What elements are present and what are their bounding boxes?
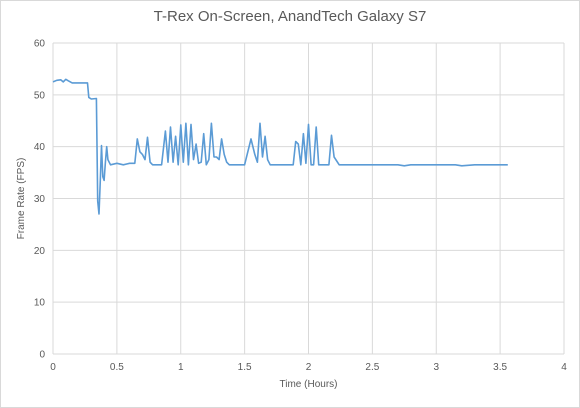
y-tick-label: 20 [34, 246, 46, 257]
y-tick-label: 50 [34, 90, 46, 101]
x-tick-label: 1.5 [238, 362, 252, 373]
x-tick-label: 3.5 [493, 362, 507, 373]
y-tick-label: 60 [34, 39, 46, 50]
x-tick-label: 3 [433, 362, 439, 373]
x-tick-label: 2 [306, 362, 312, 373]
x-tick-label: 2.5 [365, 362, 379, 373]
series-layer [52, 78, 508, 215]
series-line [52, 78, 508, 215]
x-tick-label: 1 [178, 362, 184, 373]
x-tick-label: 4 [561, 362, 567, 373]
x-axis-label: Time (Hours) [280, 379, 338, 390]
gridlines [52, 42, 565, 355]
y-tick-label: 40 [34, 142, 46, 153]
y-tick-label: 10 [34, 298, 46, 309]
x-tick-label: 0 [50, 362, 56, 373]
y-tick-label: 30 [34, 194, 46, 205]
tick-labels: 0 10 20 30 40 50 60 0 0.5 1 1.5 2 2.5 3 3.5 4 [34, 39, 567, 374]
x-tick-label: 0.5 [110, 362, 124, 373]
chart-title: T-Rex On-Screen, AnandTech Galaxy S7 [153, 8, 427, 25]
y-axis-label: Frame Rate (FPS) [16, 158, 27, 240]
y-tick-label: 0 [39, 350, 45, 361]
